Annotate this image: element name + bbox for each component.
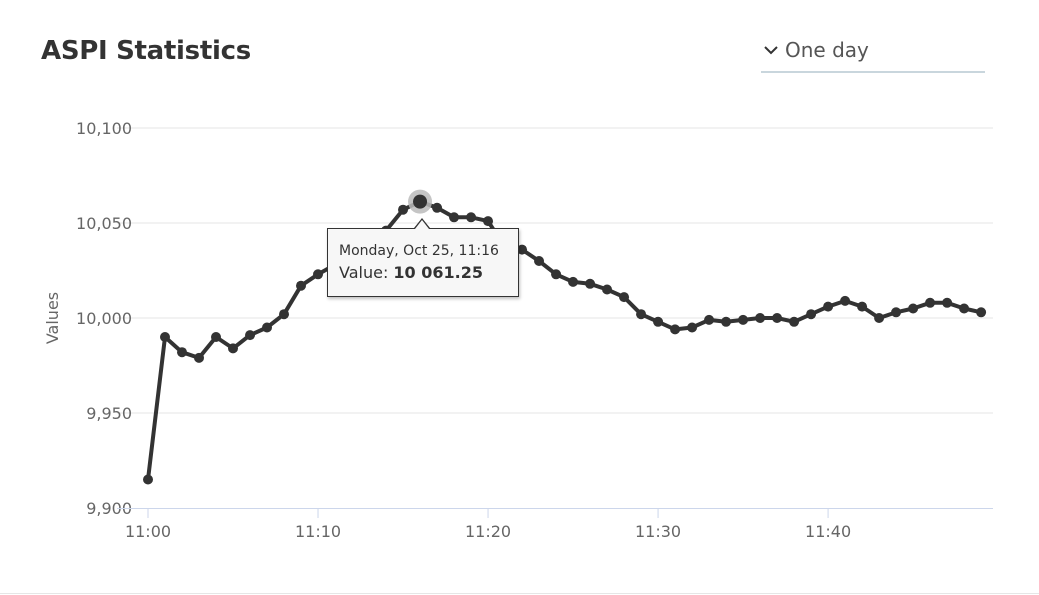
data-point xyxy=(772,313,783,323)
data-point xyxy=(789,316,800,327)
data-point xyxy=(874,313,885,323)
data-point xyxy=(721,316,732,327)
data-point xyxy=(891,307,902,318)
data-point xyxy=(636,309,647,320)
data-point xyxy=(228,343,239,354)
tooltip-pointer-fill xyxy=(415,220,429,229)
data-point xyxy=(211,332,222,342)
x-tick-label: 11:00 xyxy=(125,522,171,541)
data-point xyxy=(466,212,477,223)
data-point xyxy=(823,301,834,312)
data-point xyxy=(483,216,494,227)
data-point xyxy=(687,322,698,333)
data-point xyxy=(534,256,545,266)
data-point xyxy=(551,269,562,280)
x-tick-label: 11:40 xyxy=(805,522,851,541)
page-title: ASPI Statistics xyxy=(41,36,251,66)
data-point xyxy=(806,309,817,320)
data-point-highlighted xyxy=(413,194,428,209)
data-point xyxy=(942,297,953,308)
data-point xyxy=(517,244,528,255)
x-tick-label: 11:20 xyxy=(465,522,511,541)
data-point xyxy=(143,474,153,485)
tooltip-value: 10 061.25 xyxy=(393,263,483,282)
data-point xyxy=(840,295,851,306)
data-point xyxy=(160,332,171,342)
data-point xyxy=(177,347,188,358)
y-tick-label: 10,000 xyxy=(76,309,132,328)
data-point xyxy=(262,322,273,333)
x-tick-label: 11:30 xyxy=(635,522,681,541)
y-tick-label: 10,050 xyxy=(76,214,132,233)
tooltip-value-label: Value: xyxy=(339,263,389,282)
data-point xyxy=(738,314,749,325)
chevron-down-icon xyxy=(764,46,778,55)
y-axis-title: Values xyxy=(43,292,62,344)
data-point xyxy=(908,303,919,314)
data-point xyxy=(432,202,443,213)
y-tick-label: 10,100 xyxy=(76,119,132,138)
data-point xyxy=(959,303,970,314)
data-point xyxy=(568,276,579,287)
time-range-select[interactable]: One day xyxy=(761,30,985,73)
data-point xyxy=(245,330,256,341)
data-point xyxy=(279,309,290,320)
data-point xyxy=(194,352,205,363)
tooltip-value-line: Value: 10 061.25 xyxy=(339,263,483,282)
data-point xyxy=(602,284,613,295)
time-range-value: One day xyxy=(785,38,869,62)
data-point xyxy=(313,269,324,280)
x-tick-label: 11:10 xyxy=(295,522,341,541)
data-point xyxy=(755,313,766,323)
data-point xyxy=(296,280,307,291)
data-point xyxy=(619,292,630,303)
y-tick-label: 9,950 xyxy=(86,404,132,423)
data-point xyxy=(925,297,936,308)
data-point xyxy=(653,316,664,327)
data-point xyxy=(976,307,987,318)
data-point xyxy=(585,278,596,289)
chart-tooltip: Monday, Oct 25, 11:16 Value: 10 061.25 xyxy=(327,228,519,297)
tooltip-date: Monday, Oct 25, 11:16 xyxy=(339,243,499,259)
data-point xyxy=(670,324,681,335)
data-point xyxy=(704,314,715,325)
y-tick-label: 9,900 xyxy=(86,499,132,518)
data-point xyxy=(449,212,460,223)
bottom-divider xyxy=(0,593,1039,594)
data-point xyxy=(398,204,409,215)
data-point xyxy=(857,301,868,312)
